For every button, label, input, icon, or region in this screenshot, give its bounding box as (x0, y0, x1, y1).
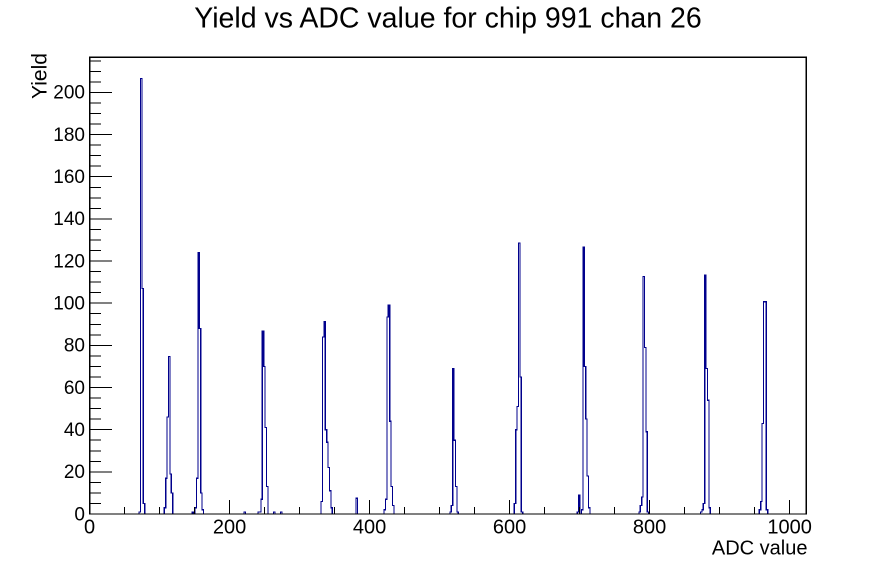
svg-text:80: 80 (64, 336, 85, 357)
svg-text:ADC value: ADC value (712, 537, 808, 559)
svg-text:0: 0 (84, 516, 95, 538)
svg-text:60: 60 (64, 378, 85, 399)
svg-text:100: 100 (53, 294, 85, 315)
svg-text:20: 20 (64, 462, 85, 483)
svg-text:180: 180 (53, 125, 85, 146)
svg-text:400: 400 (353, 516, 386, 538)
svg-text:140: 140 (53, 209, 85, 230)
svg-text:160: 160 (53, 167, 85, 188)
svg-text:200: 200 (213, 516, 246, 538)
svg-text:600: 600 (493, 516, 526, 538)
svg-text:Yield: Yield (29, 53, 52, 99)
svg-text:0: 0 (74, 504, 85, 525)
svg-text:800: 800 (633, 516, 666, 538)
svg-text:200: 200 (53, 83, 85, 104)
svg-text:Yield vs ADC value for chip 99: Yield vs ADC value for chip 991 chan 26 (194, 3, 702, 35)
svg-text:1000: 1000 (767, 516, 812, 538)
svg-text:40: 40 (64, 420, 85, 441)
svg-text:120: 120 (53, 251, 85, 272)
